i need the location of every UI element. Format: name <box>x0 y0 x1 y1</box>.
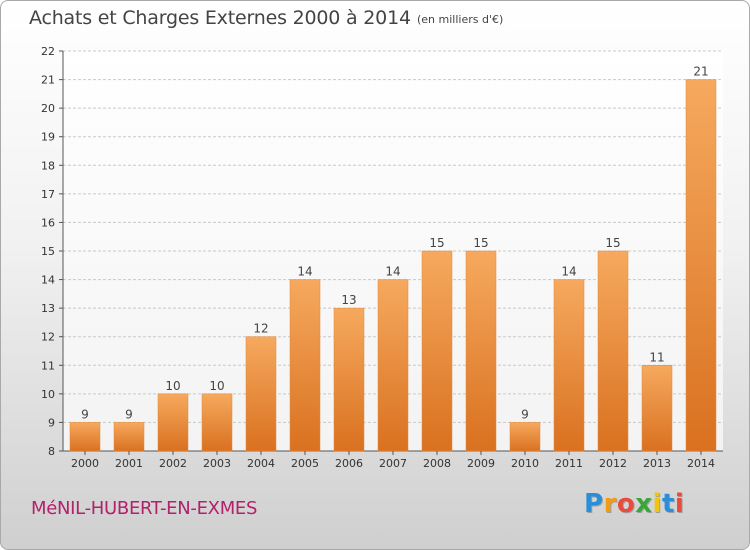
bar <box>201 393 233 452</box>
bar <box>157 393 189 452</box>
x-tick-label: 2007 <box>379 457 407 470</box>
x-tick-label: 2000 <box>71 457 99 470</box>
data-label: 14 <box>385 265 400 279</box>
y-tick-label: 14 <box>41 274 55 287</box>
x-tick-label: 2008 <box>423 457 451 470</box>
logo-letter: P <box>584 489 604 519</box>
y-tick-label: 16 <box>41 216 55 229</box>
data-label: 15 <box>429 236 444 250</box>
bar <box>245 336 277 452</box>
y-tick-label: 9 <box>48 416 55 429</box>
y-tick-label: 17 <box>41 188 55 201</box>
bar <box>421 250 453 452</box>
data-label: 9 <box>81 407 89 421</box>
x-tick-label: 2012 <box>599 457 627 470</box>
logo-letter: i <box>674 489 685 519</box>
y-tick-label: 22 <box>41 45 55 58</box>
y-tick-label: 8 <box>48 445 55 458</box>
logo-letter: r <box>603 489 617 519</box>
x-tick-label: 2013 <box>643 457 671 470</box>
bar <box>465 250 497 452</box>
bar <box>685 79 717 452</box>
x-tick-label: 2003 <box>203 457 231 470</box>
bar <box>113 422 145 452</box>
bar <box>377 279 409 452</box>
logo-letter: t <box>661 489 675 519</box>
commune-name: MéNIL-HUBERT-EN-EXMES <box>31 498 258 519</box>
bar <box>641 365 673 452</box>
proxiti-logo: Proxiti <box>584 489 684 519</box>
x-tick-label: 2009 <box>467 457 495 470</box>
data-label: 15 <box>605 236 620 250</box>
y-tick-label: 13 <box>41 302 55 315</box>
chart-subtitle: (en milliers d'€) <box>417 13 504 26</box>
bar <box>289 279 321 452</box>
y-tick-label: 12 <box>41 331 55 344</box>
data-label: 14 <box>297 265 312 279</box>
y-tick-label: 11 <box>41 359 55 372</box>
x-tick-label: 2005 <box>291 457 319 470</box>
data-label: 15 <box>473 236 488 250</box>
bar <box>597 250 629 452</box>
data-label: 9 <box>125 407 133 421</box>
y-tick-label: 15 <box>41 245 55 258</box>
data-label: 11 <box>649 350 664 364</box>
chart-title: Achats et Charges Externes 2000 à 2014 <box>29 7 411 29</box>
y-tick-label: 20 <box>41 102 55 115</box>
bar <box>333 307 365 452</box>
bar <box>69 422 101 452</box>
data-label: 10 <box>165 379 180 393</box>
logo-letter: o <box>616 489 636 519</box>
y-tick-label: 10 <box>41 388 55 401</box>
data-label: 10 <box>209 379 224 393</box>
data-label: 12 <box>253 322 268 336</box>
logo-letter: i <box>652 489 662 519</box>
bar <box>553 279 585 452</box>
x-tick-label: 2011 <box>555 457 583 470</box>
x-tick-label: 2014 <box>687 457 715 470</box>
data-label: 21 <box>693 65 708 79</box>
y-tick-label: 18 <box>41 159 55 172</box>
y-tick-label: 21 <box>41 74 55 87</box>
x-tick-label: 2010 <box>511 457 539 470</box>
x-tick-label: 2001 <box>115 457 143 470</box>
logo-letter: x <box>635 489 653 519</box>
x-tick-label: 2002 <box>159 457 187 470</box>
bar <box>509 422 541 452</box>
data-label: 13 <box>341 293 356 307</box>
x-tick-label: 2006 <box>335 457 363 470</box>
x-tick-label: 2004 <box>247 457 275 470</box>
data-label: 9 <box>521 407 529 421</box>
data-label: 14 <box>561 265 576 279</box>
y-tick-label: 19 <box>41 131 55 144</box>
